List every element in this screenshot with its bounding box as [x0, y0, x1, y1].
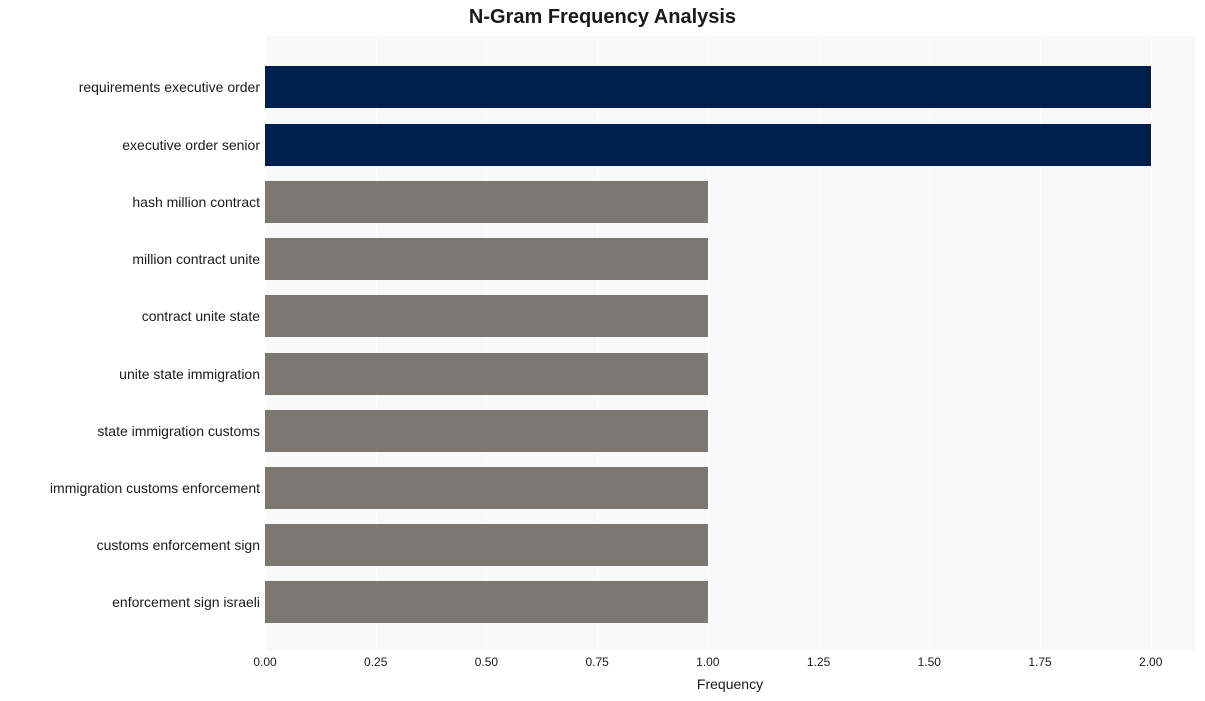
- bar: [265, 467, 708, 509]
- y-tick-label: unite state immigration: [0, 366, 260, 382]
- bar: [265, 295, 708, 337]
- x-tick-label: 0.00: [253, 655, 276, 669]
- x-tick-label: 0.25: [364, 655, 387, 669]
- x-axis-title: Frequency: [265, 676, 1195, 692]
- ngram-chart: N-Gram Frequency Analysis requirements e…: [0, 0, 1205, 701]
- y-tick-label: requirements executive order: [0, 79, 260, 95]
- bar: [265, 238, 708, 280]
- y-axis-labels: requirements executive order executive or…: [0, 36, 260, 651]
- y-tick-label: executive order senior: [0, 137, 260, 153]
- bar: [265, 410, 708, 452]
- y-tick-label: customs enforcement sign: [0, 537, 260, 553]
- x-tick-label: 0.75: [585, 655, 608, 669]
- x-tick-label: 0.50: [475, 655, 498, 669]
- y-tick-label: hash million contract: [0, 194, 260, 210]
- y-tick-label: state immigration customs: [0, 423, 260, 439]
- x-tick-label: 1.50: [918, 655, 941, 669]
- bar: [265, 581, 708, 623]
- y-tick-label: million contract unite: [0, 251, 260, 267]
- x-tick-label: 1.00: [696, 655, 719, 669]
- gridline: [1151, 36, 1152, 651]
- y-tick-label: immigration customs enforcement: [0, 480, 260, 496]
- plot-area: [265, 36, 1195, 651]
- y-tick-label: enforcement sign israeli: [0, 594, 260, 610]
- y-tick-label: contract unite state: [0, 308, 260, 324]
- x-tick-label: 2.00: [1139, 655, 1162, 669]
- x-tick-label: 1.75: [1028, 655, 1051, 669]
- x-axis-labels: 0.000.250.500.751.001.251.501.752.00: [265, 655, 1195, 673]
- bar: [265, 66, 1151, 108]
- bar: [265, 524, 708, 566]
- bar: [265, 353, 708, 395]
- bar: [265, 124, 1151, 166]
- bar: [265, 181, 708, 223]
- x-tick-label: 1.25: [807, 655, 830, 669]
- chart-title: N-Gram Frequency Analysis: [0, 6, 1205, 29]
